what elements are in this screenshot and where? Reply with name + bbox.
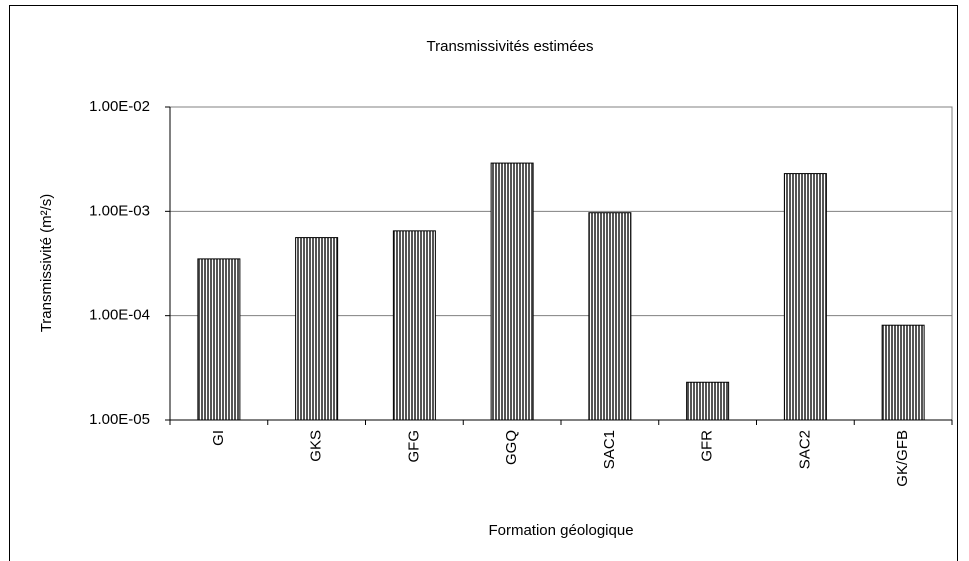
y-tick-label: 1.00E-02 xyxy=(89,98,150,115)
x-tick-label: SAC2 xyxy=(796,430,813,469)
bar xyxy=(881,324,925,421)
y-axis-title: Transmissivité (m²/s) xyxy=(38,194,55,333)
x-tick-label: GI xyxy=(210,430,227,446)
bar xyxy=(686,381,730,421)
x-tick-label: GFR xyxy=(699,430,716,462)
bar xyxy=(295,237,339,421)
x-axis-title: Formation géologique xyxy=(488,522,633,539)
chart-border xyxy=(9,5,958,561)
bar xyxy=(783,173,827,421)
bar xyxy=(392,230,436,421)
x-tick-label: GFG xyxy=(405,430,422,463)
bar xyxy=(490,162,534,421)
chart-title: Transmissivités estimées xyxy=(427,38,594,55)
plot-area xyxy=(169,106,953,421)
bar xyxy=(197,258,241,421)
y-tick-label: 1.00E-04 xyxy=(89,307,150,324)
x-tick-label: GGQ xyxy=(503,430,520,465)
bar xyxy=(588,212,632,421)
y-tick-label: 1.00E-03 xyxy=(89,202,150,219)
x-tick-label: SAC1 xyxy=(601,430,618,469)
x-tick-label: GK/GFB xyxy=(894,430,911,487)
y-tick-label: 1.00E-05 xyxy=(89,411,150,428)
x-tick-label: GKS xyxy=(308,430,325,462)
